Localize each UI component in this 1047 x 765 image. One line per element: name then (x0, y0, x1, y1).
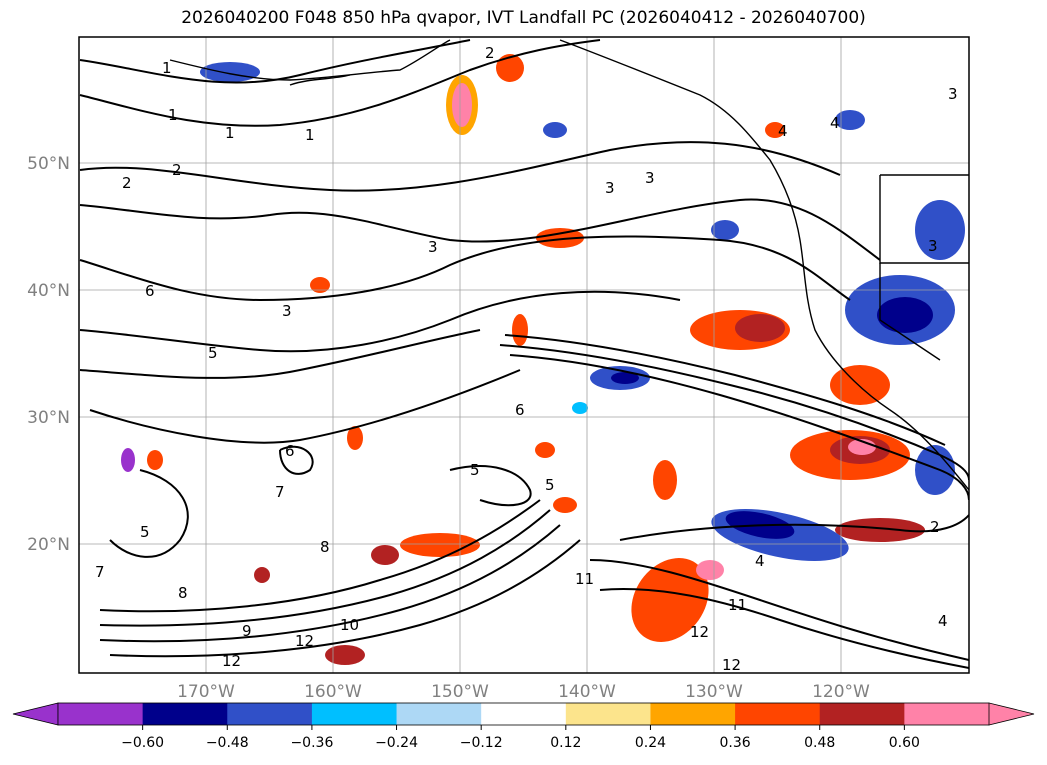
contour-label: 2 (172, 161, 182, 179)
contour-label: 12 (222, 652, 241, 670)
colorbar-extend-max (988, 702, 1035, 726)
contour-label: 12 (722, 656, 741, 674)
contour-label: 6 (515, 401, 525, 419)
lon-label-120w: 120°W (812, 682, 870, 702)
lat-label-30n: 30°N (27, 408, 70, 428)
colorbar-tick-label: 0.12 (550, 735, 581, 751)
contour-label: 2 (485, 44, 495, 62)
lat-label-40n: 40°N (27, 281, 70, 301)
ivt-contours (79, 39, 969, 669)
contour-label: 6 (285, 442, 295, 460)
lon-label-170w: 170°W (177, 682, 235, 702)
lat-label-20n: 20°N (27, 535, 70, 555)
contour-label: 3 (645, 169, 655, 187)
contour-label: 4 (830, 114, 840, 132)
contour-label: 11 (575, 570, 594, 588)
colorbar-segment (58, 703, 144, 725)
colorbar-tick-label: −0.24 (375, 735, 418, 751)
colorbar: −0.60 −0.48 −0.36 −0.24 −0.12 0.12 0.24 0.36 0.4… (12, 702, 1035, 751)
lon-label-130w: 130°W (685, 682, 743, 702)
contour-label: 2 (122, 174, 132, 192)
contour-label: 10 (340, 616, 359, 634)
colorbar-tick-label: −0.60 (121, 735, 164, 751)
contour-label: 1 (168, 106, 178, 124)
contour-label: 5 (140, 523, 150, 541)
colorbar-tick-label: −0.36 (290, 735, 333, 751)
contour-label: 5 (545, 476, 555, 494)
negative-anomaly-shading (121, 62, 965, 561)
colorbar-tick-label: −0.12 (460, 735, 503, 751)
colorbar-segment (565, 703, 651, 725)
contour-label: 12 (295, 632, 314, 650)
colorbar-segment (311, 703, 398, 725)
contour-label: 3 (428, 238, 438, 256)
colorbar-segment (904, 703, 990, 725)
colorbar-segment (396, 703, 482, 725)
colorbar-tick-label: 0.24 (635, 735, 666, 751)
map-panel (78, 36, 970, 674)
colorbar-segment (735, 703, 821, 725)
lat-label-50n: 50°N (27, 154, 70, 174)
contour-labels: 1 1 1 1 2 2 2 3 3 3 3 3 4 4 4 5 5 5 6 6 … (95, 44, 958, 674)
coastlines (169, 39, 969, 491)
colorbar-segment (650, 703, 736, 725)
contour-label: 8 (178, 584, 188, 602)
contour-label: 2 (930, 518, 940, 536)
lon-label-150w: 150°W (431, 682, 489, 702)
contour-label: 11 (728, 596, 747, 614)
colorbar-tick-label: 0.48 (804, 735, 835, 751)
contour-label: 1 (225, 124, 235, 142)
contour-label: 1 (162, 59, 172, 77)
contour-label: 3 (282, 302, 292, 320)
colorbar-tick-label: 0.36 (720, 735, 751, 751)
contour-label: 3 (948, 85, 958, 103)
contour-label: 8 (320, 538, 330, 556)
contour-label: 12 (690, 623, 709, 641)
lon-label-160w: 160°W (304, 682, 362, 702)
contour-label: 5 (470, 461, 480, 479)
contour-label: 1 (305, 126, 315, 144)
latitude-labels: 50°N 40°N 30°N 20°N (27, 154, 70, 555)
contour-label: 3 (605, 179, 615, 197)
map-title: 2026040200 F048 850 hPa qvapor, IVT Land… (181, 8, 866, 28)
longitude-labels: 170°W 160°W 150°W 140°W 130°W 120°W (177, 682, 870, 702)
colorbar-segment (227, 703, 313, 725)
colorbar-extend-min (12, 702, 59, 726)
contour-label: 9 (242, 622, 252, 640)
colorbar-tick-label: 0.60 (889, 735, 920, 751)
contour-label: 3 (928, 237, 938, 255)
contour-label: 4 (778, 122, 788, 140)
colorbar-segment (481, 703, 567, 725)
lon-label-140w: 140°W (558, 682, 616, 702)
contour-label: 5 (208, 344, 218, 362)
colorbar-segment (142, 703, 228, 725)
contour-label: 7 (95, 563, 105, 581)
contour-label: 7 (275, 483, 285, 501)
contour-label: 6 (145, 282, 155, 300)
colorbar-segment (819, 703, 905, 725)
contour-label: 4 (755, 552, 765, 570)
colorbar-tick-label: −0.48 (206, 735, 249, 751)
contour-label: 4 (938, 612, 948, 630)
